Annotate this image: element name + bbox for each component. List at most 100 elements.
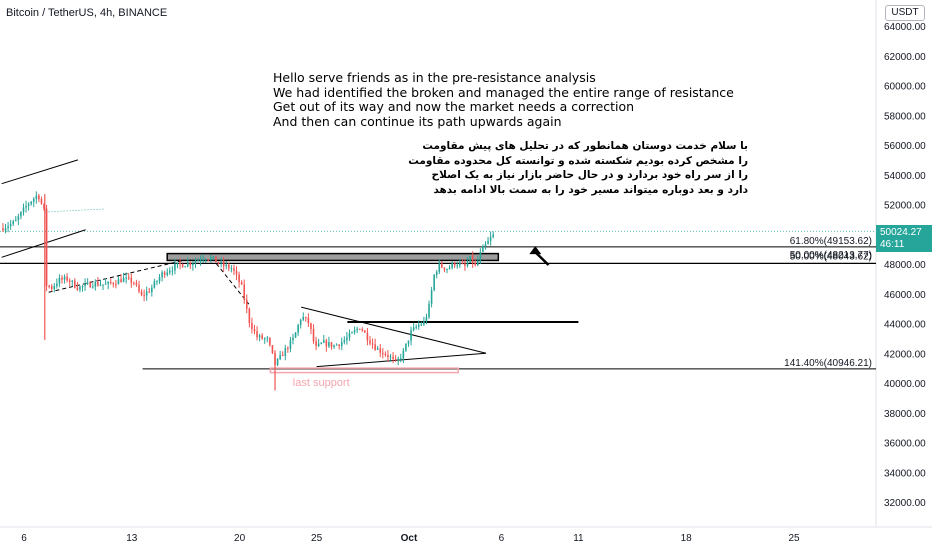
candle-body xyxy=(361,329,364,331)
candle-body xyxy=(471,256,474,263)
candle-body xyxy=(228,264,230,269)
candle-body xyxy=(405,343,407,351)
fib-level-label: 141.40%(40946.21) xyxy=(784,358,872,369)
candle-body xyxy=(117,279,120,285)
x-tick-label: 18 xyxy=(681,533,693,544)
candle-body xyxy=(402,350,405,359)
candle-body xyxy=(38,195,40,200)
candle-body xyxy=(122,277,125,283)
candle-body xyxy=(484,244,487,247)
candle-body xyxy=(32,198,35,202)
candle-body xyxy=(27,204,30,206)
currency-badge[interactable]: USDT xyxy=(885,5,925,21)
candle-body xyxy=(50,286,53,290)
candle-body xyxy=(297,325,299,333)
candle-body xyxy=(425,317,428,322)
candle-body xyxy=(261,335,263,339)
candle-body xyxy=(143,295,145,297)
y-tick-label: 64000.00 xyxy=(884,22,926,33)
candle-body xyxy=(71,280,74,282)
candle-body xyxy=(420,324,423,326)
candle-body xyxy=(302,316,305,320)
candle-body xyxy=(91,286,94,288)
candle-body xyxy=(181,264,184,268)
y-tick-label: 52000.00 xyxy=(884,201,926,212)
y-tick-label: 46000.00 xyxy=(884,290,926,301)
current-price-tag: 50024.27 46:11 xyxy=(876,225,932,252)
candle-body xyxy=(109,282,112,284)
candle-body xyxy=(25,205,27,208)
candle-body xyxy=(197,260,199,262)
x-tick-label: 6 xyxy=(21,533,27,544)
countdown-timer: 46:11 xyxy=(880,239,905,250)
fib-level-label: 50.00%(48213.77) xyxy=(790,250,872,261)
candle-body xyxy=(199,260,202,262)
symbol-title[interactable]: Bitcoin / TetherUS, 4h, BINANCE xyxy=(6,7,168,19)
candle-body xyxy=(14,219,17,222)
arrow-shaft xyxy=(534,251,550,266)
fib-level-label: 50.00%(48043.62) xyxy=(790,251,872,262)
x-tick-label: 20 xyxy=(234,533,246,544)
candle-body xyxy=(299,319,302,326)
candle-body xyxy=(194,261,197,264)
candle-body xyxy=(230,268,233,270)
candle-body xyxy=(374,344,376,350)
dashed-trend-line xyxy=(48,254,206,293)
candle-body xyxy=(343,340,346,343)
candle-body xyxy=(356,328,358,331)
candle-body xyxy=(148,291,151,293)
candle-body xyxy=(4,228,7,231)
candle-body xyxy=(43,203,45,209)
candle-body xyxy=(269,337,271,346)
candle-body xyxy=(476,260,479,266)
candle-body xyxy=(358,328,361,330)
english-note: Hello serve friends as in the pre-resist… xyxy=(273,70,734,129)
lower-channel-line xyxy=(1,229,86,258)
candle-body xyxy=(263,338,266,340)
candle-body xyxy=(166,272,169,275)
candle-body xyxy=(120,279,122,283)
candle-body xyxy=(469,256,471,263)
candle-body xyxy=(158,277,161,282)
candle-body xyxy=(53,286,56,290)
candle-body xyxy=(423,321,425,325)
candle-body xyxy=(2,228,4,231)
x-tick-label: 13 xyxy=(126,533,138,544)
candle-body xyxy=(279,354,281,360)
candle-body xyxy=(171,270,174,272)
persian-note: با سلام خدمت دوستان همانطور که در تحلیل … xyxy=(408,139,748,197)
candle-body xyxy=(338,344,340,347)
candle-body xyxy=(45,208,48,286)
candle-body xyxy=(312,328,315,342)
candle-body xyxy=(12,221,15,224)
dotted-trend-line xyxy=(45,208,106,213)
candle-body xyxy=(348,333,351,338)
current-price-value: 50024.27 xyxy=(880,227,922,238)
candle-body xyxy=(192,263,194,266)
candle-body xyxy=(474,262,477,266)
candle-body xyxy=(161,272,163,278)
english-note-line: And then can continue its path upwards a… xyxy=(273,113,562,129)
candle-body xyxy=(233,268,235,271)
candle-body xyxy=(407,340,410,344)
candle-body xyxy=(310,323,312,329)
triangle-lower-line xyxy=(316,352,487,368)
support-zone xyxy=(269,367,460,374)
candle-body xyxy=(371,343,374,345)
y-tick-label: 54000.00 xyxy=(884,171,926,182)
candle-body xyxy=(435,271,438,275)
candle-body xyxy=(127,277,130,279)
candle-body xyxy=(428,303,430,318)
candle-body xyxy=(140,291,143,296)
candle-body xyxy=(320,342,323,344)
english-note-line: We had identified the broken and managed… xyxy=(273,84,734,100)
candle-body xyxy=(330,342,333,348)
candle-body xyxy=(151,287,153,293)
resistance-zone xyxy=(166,252,500,262)
candle-body xyxy=(387,355,389,357)
candle-body xyxy=(328,342,330,347)
candle-body xyxy=(22,207,25,212)
candle-body xyxy=(366,332,369,341)
candle-body xyxy=(271,345,274,354)
